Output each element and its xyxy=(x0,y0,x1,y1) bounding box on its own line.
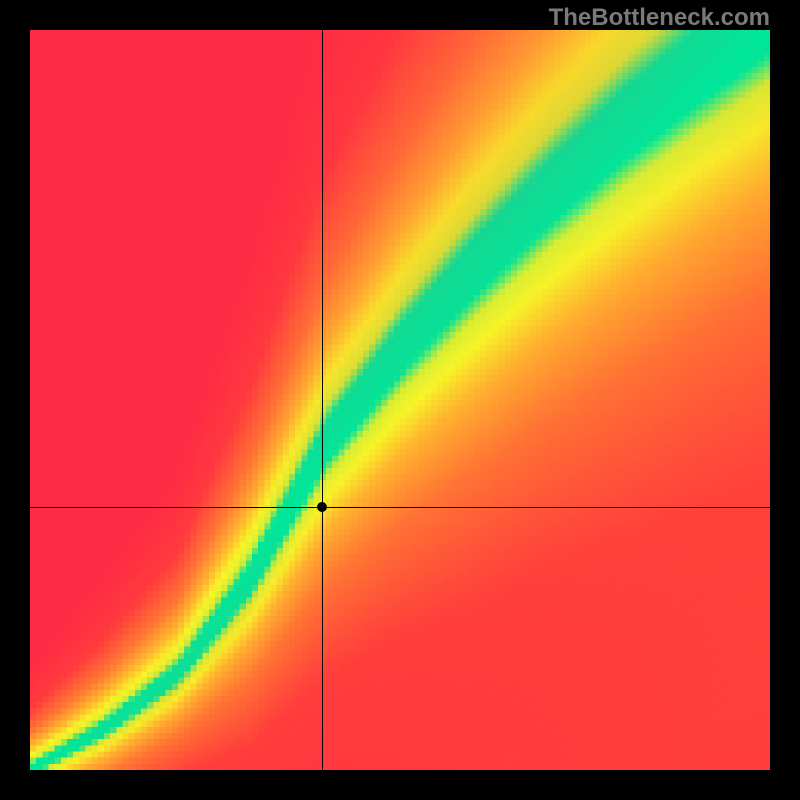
crosshair-horizontal xyxy=(30,507,770,508)
chart-container: TheBottleneck.com xyxy=(0,0,800,800)
bottleneck-heatmap xyxy=(30,30,770,770)
crosshair-vertical xyxy=(322,30,323,770)
watermark-text: TheBottleneck.com xyxy=(549,4,770,32)
